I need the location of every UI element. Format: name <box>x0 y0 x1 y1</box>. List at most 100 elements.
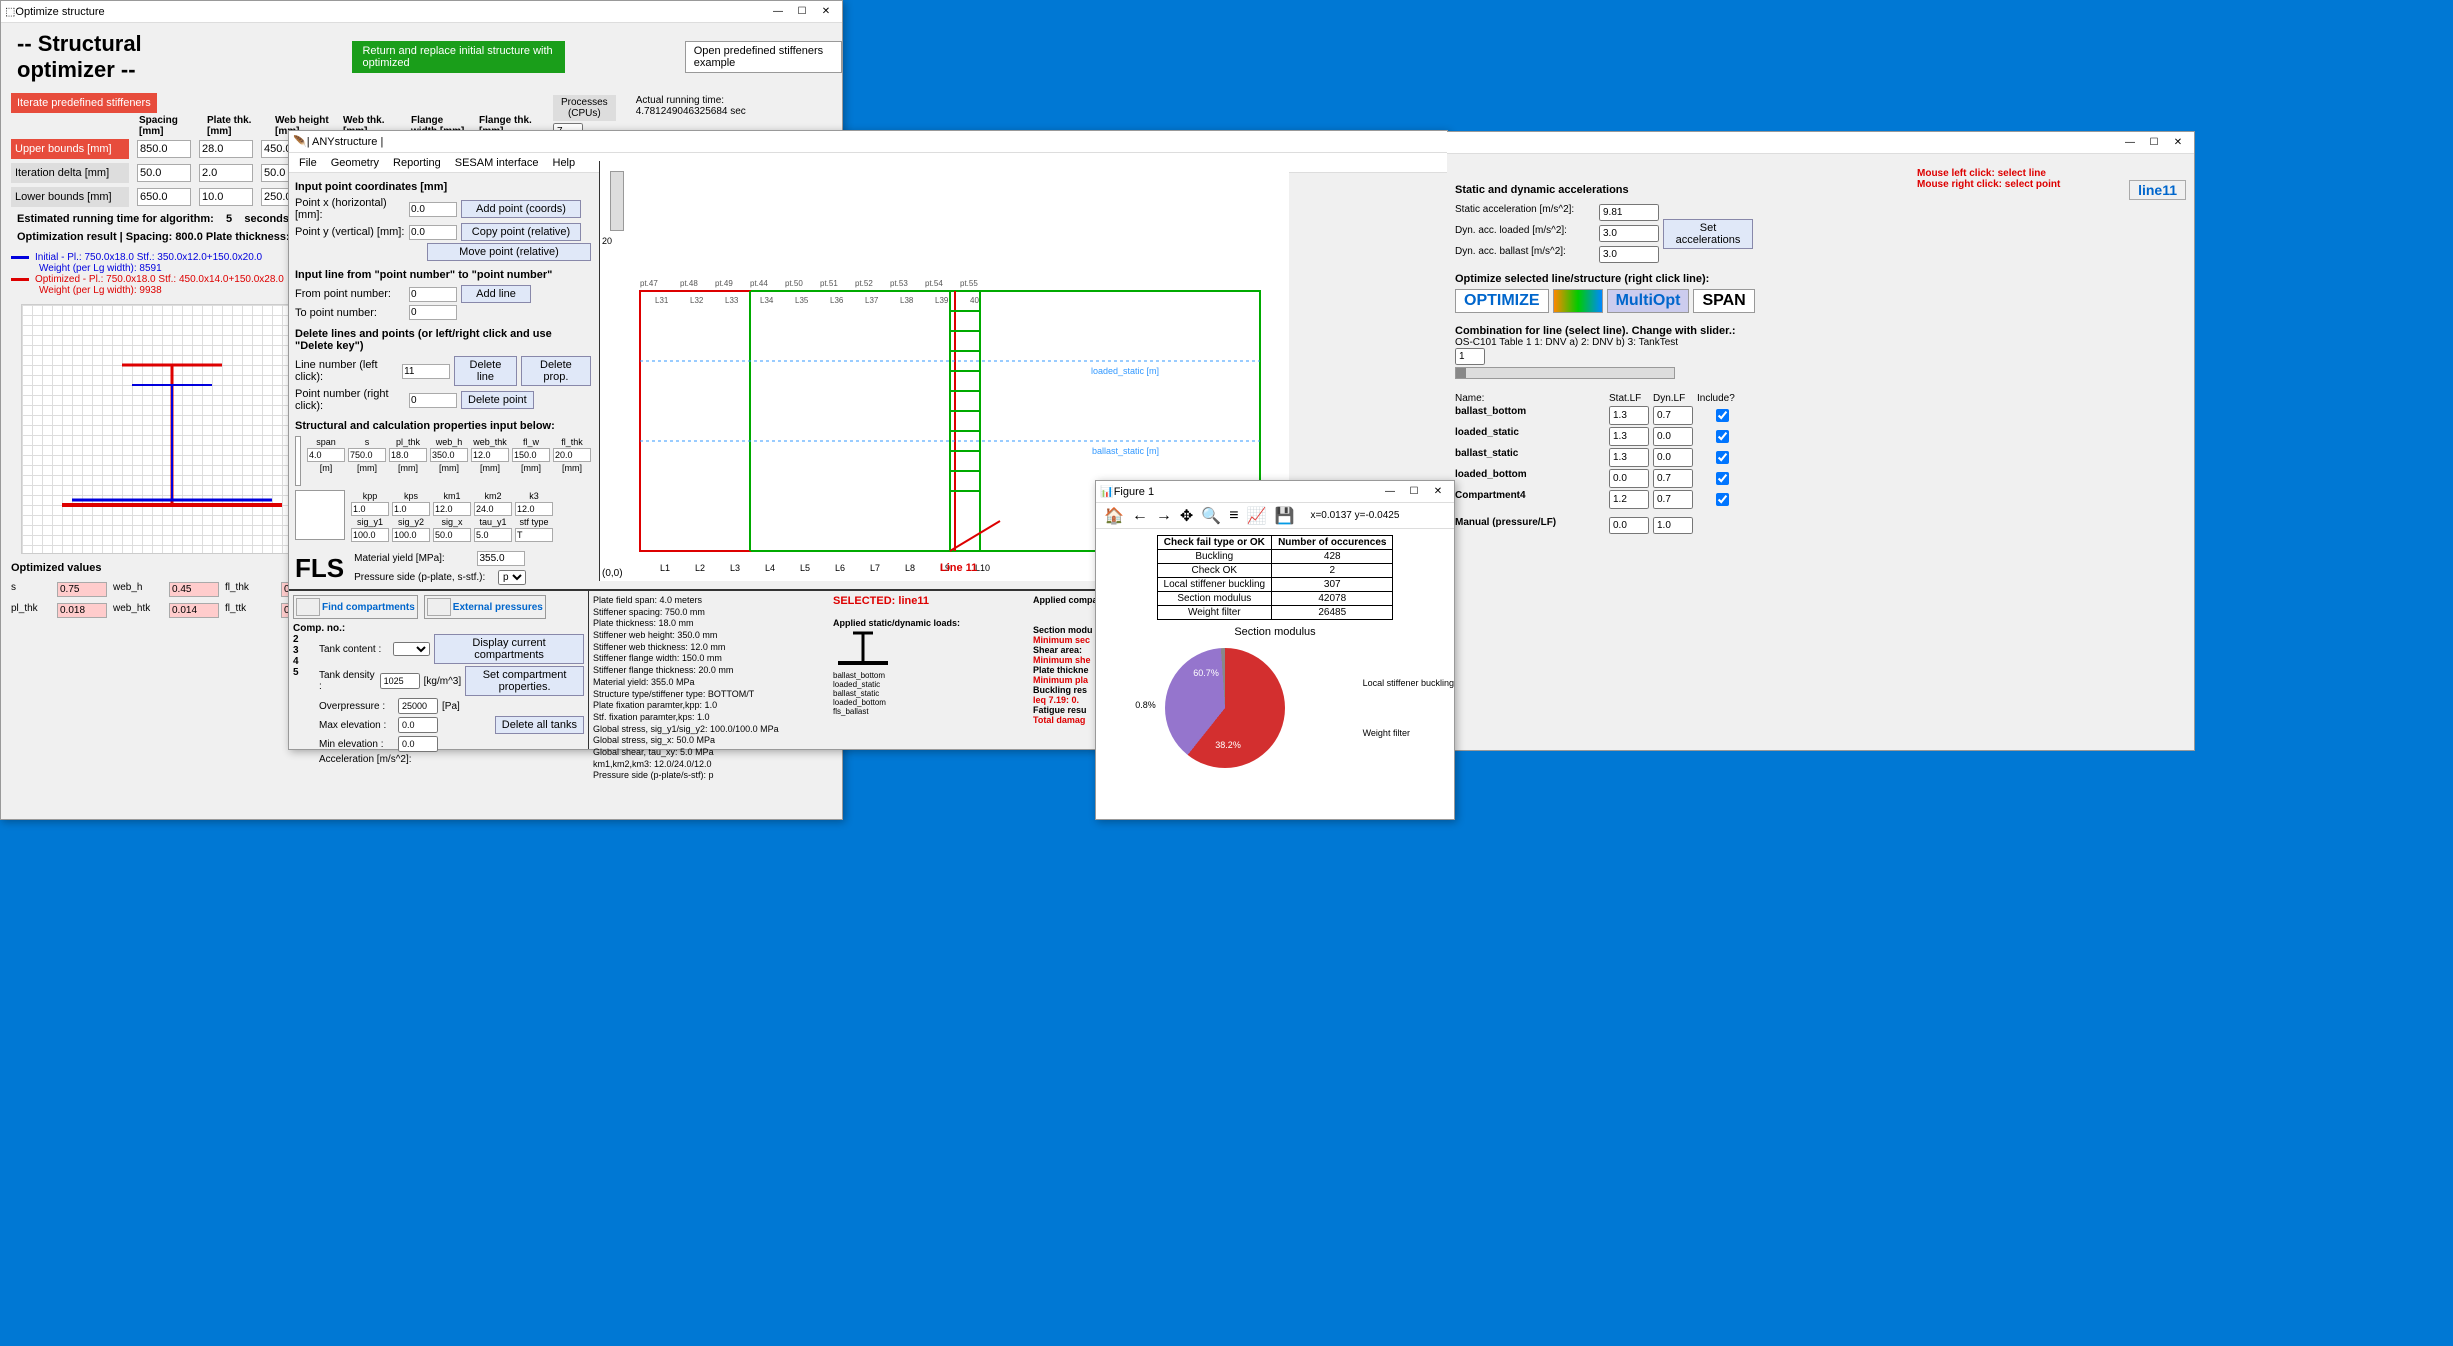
external-pressures-button[interactable]: External pressures <box>424 595 546 619</box>
prop-input[interactable] <box>515 502 553 516</box>
px-input[interactable] <box>409 202 457 217</box>
manual-d-input[interactable] <box>1653 517 1693 534</box>
close-button[interactable]: ✕ <box>2166 134 2190 152</box>
combo-include-checkbox[interactable] <box>1701 409 1744 422</box>
combo-stat-input[interactable] <box>1609 427 1649 446</box>
prop-input[interactable] <box>433 502 471 516</box>
prop-input[interactable] <box>512 448 550 462</box>
lower-input[interactable] <box>137 188 191 206</box>
combo-include-checkbox[interactable] <box>1701 451 1744 464</box>
lower-input[interactable] <box>199 188 253 206</box>
maximize-button[interactable]: ☐ <box>1402 483 1426 501</box>
menu-reporting[interactable]: Reporting <box>393 157 441 169</box>
display-compartments-button[interactable]: Display current compartments <box>434 634 584 664</box>
home-icon[interactable]: 🏠 <box>1104 506 1124 526</box>
add-point-button[interactable]: Add point (coords) <box>461 200 581 218</box>
configure-icon[interactable]: ≡ <box>1229 507 1238 525</box>
titlebar[interactable]: 🪶 | ANYstructure | <box>289 131 1447 153</box>
minimize-button[interactable]: — <box>1378 483 1402 501</box>
back-icon[interactable]: ← <box>1132 507 1148 525</box>
prop-input[interactable] <box>515 528 553 542</box>
manual-s-input[interactable] <box>1609 517 1649 534</box>
opt-webh[interactable] <box>169 582 219 597</box>
minimize-button[interactable]: — <box>766 3 790 21</box>
edit-icon[interactable]: 📈 <box>1247 506 1267 526</box>
prop-input[interactable] <box>433 528 471 542</box>
titlebar[interactable]: ⬚ Optimize structure — ☐ ✕ <box>1 1 842 23</box>
minimize-button[interactable]: — <box>2118 134 2142 152</box>
delete-prop-button[interactable]: Delete prop. <box>521 356 591 386</box>
comp-listbox[interactable]: 2345 <box>293 634 313 765</box>
set-compartment-button[interactable]: Set compartment properties. <box>465 666 584 696</box>
delta-input[interactable] <box>199 164 253 182</box>
combo-stat-input[interactable] <box>1609 448 1649 467</box>
combo-dyn-input[interactable] <box>1653 490 1693 509</box>
forward-icon[interactable]: → <box>1156 507 1172 525</box>
multiopt-button[interactable]: MultiOpt <box>1607 289 1690 313</box>
combo-dyn-input[interactable] <box>1653 469 1693 488</box>
comp-list-item[interactable]: 5 <box>293 667 313 678</box>
prop-input[interactable] <box>474 502 512 516</box>
point-num-input[interactable] <box>409 393 457 408</box>
find-compartments-button[interactable]: Find compartments <box>293 595 418 619</box>
maximize-button[interactable]: ☐ <box>790 3 814 21</box>
prop-input[interactable] <box>307 448 345 462</box>
comp-list-item[interactable]: 2 <box>293 634 313 645</box>
prop-input[interactable] <box>351 502 389 516</box>
combo-slider[interactable] <box>1455 367 1675 379</box>
delete-all-tanks-button[interactable]: Delete all tanks <box>495 716 584 734</box>
combo-dyn-input[interactable] <box>1653 406 1693 425</box>
menu-geometry[interactable]: Geometry <box>331 157 379 169</box>
prop-input[interactable] <box>430 448 468 462</box>
combo-value-input[interactable] <box>1455 348 1485 365</box>
comp-list-item[interactable]: 3 <box>293 645 313 656</box>
combo-stat-input[interactable] <box>1609 406 1649 425</box>
from-input[interactable] <box>409 287 457 302</box>
combo-stat-input[interactable] <box>1609 490 1649 509</box>
return-replace-button[interactable]: Return and replace initial structure wit… <box>352 41 564 73</box>
tank-density-input[interactable] <box>380 673 420 689</box>
py-input[interactable] <box>409 225 457 240</box>
menu-file[interactable]: File <box>299 157 317 169</box>
stat-acc-input[interactable] <box>1599 204 1659 221</box>
prop-input[interactable] <box>471 448 509 462</box>
menu-sesam[interactable]: SESAM interface <box>455 157 539 169</box>
menu-help[interactable]: Help <box>553 157 576 169</box>
to-input[interactable] <box>409 305 457 320</box>
combo-include-checkbox[interactable] <box>1701 430 1744 443</box>
upper-spacing-input[interactable] <box>137 140 191 158</box>
dyn-ball-input[interactable] <box>1599 246 1659 263</box>
combo-stat-input[interactable] <box>1609 469 1649 488</box>
move-point-button[interactable]: Move point (relative) <box>427 243 591 261</box>
combo-include-checkbox[interactable] <box>1701 493 1744 506</box>
line-num-input[interactable] <box>402 364 450 379</box>
open-example-button[interactable]: Open predefined stiffeners example <box>685 41 842 73</box>
opt-plthk[interactable] <box>57 603 107 618</box>
dyn-load-input[interactable] <box>1599 225 1659 242</box>
optimize-button[interactable]: OPTIMIZE <box>1455 289 1549 313</box>
opt-s[interactable] <box>57 582 107 597</box>
comp-list-item[interactable]: 4 <box>293 656 313 667</box>
prop-input[interactable] <box>389 448 427 462</box>
span-button[interactable]: SPAN <box>1693 289 1754 313</box>
press-side-select[interactable]: p <box>498 570 526 585</box>
delete-line-button[interactable]: Delete line <box>454 356 517 386</box>
zoom-icon[interactable]: 🔍 <box>1201 506 1221 526</box>
set-accelerations-button[interactable]: Set accelerations <box>1663 219 1753 249</box>
prop-input[interactable] <box>392 528 430 542</box>
opt-webhtk[interactable] <box>169 603 219 618</box>
tank-content-select[interactable] <box>393 642 430 656</box>
save-icon[interactable]: 💾 <box>1275 506 1295 526</box>
prop-input[interactable] <box>392 502 430 516</box>
prop-input[interactable] <box>474 528 512 542</box>
min-elev-input[interactable] <box>398 736 438 752</box>
add-line-button[interactable]: Add line <box>461 285 531 303</box>
delta-input[interactable] <box>137 164 191 182</box>
iterate-button[interactable]: Iterate predefined stiffeners <box>11 93 157 113</box>
close-button[interactable]: ✕ <box>814 3 838 21</box>
combo-dyn-input[interactable] <box>1653 427 1693 446</box>
mat-yield-input[interactable] <box>477 551 525 566</box>
prop-input[interactable] <box>553 448 591 462</box>
max-elev-input[interactable] <box>398 717 438 733</box>
combo-dyn-input[interactable] <box>1653 448 1693 467</box>
